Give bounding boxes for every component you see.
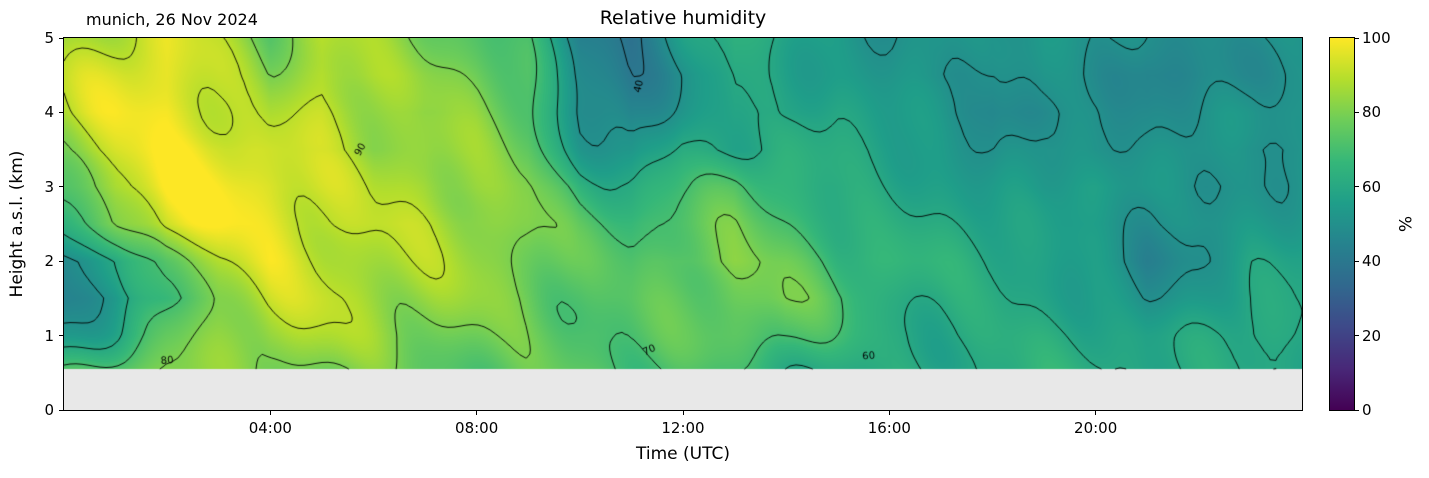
x-tick-label: 20:00 bbox=[1074, 419, 1118, 437]
colorbar-tick-label: 100 bbox=[1362, 29, 1391, 47]
x-tick-label: 08:00 bbox=[455, 419, 499, 437]
x-tick-label: 16:00 bbox=[867, 419, 911, 437]
colorbar-tick-label: 40 bbox=[1362, 252, 1382, 271]
x-tick-label: 04:00 bbox=[248, 419, 292, 437]
colorbar-tick-mark bbox=[1355, 260, 1359, 262]
x-tick-mark bbox=[1095, 411, 1097, 415]
x-tick-label: 12:00 bbox=[661, 419, 705, 437]
y-axis-label: Height a.s.l. (km) bbox=[7, 150, 27, 298]
colorbar-tick-mark bbox=[1355, 37, 1359, 39]
colorbar-tick-label: 0 bbox=[1362, 401, 1372, 419]
x-tick-mark bbox=[888, 411, 890, 415]
station-date-annotation: munich, 26 Nov 2024 bbox=[86, 10, 258, 29]
contour-plot-canvas bbox=[64, 38, 1302, 410]
x-tick-mark bbox=[682, 411, 684, 415]
colorbar-tick-label: 20 bbox=[1362, 326, 1382, 345]
colorbar-label: % bbox=[1394, 215, 1414, 233]
colorbar-tick-mark bbox=[1355, 335, 1359, 337]
colorbar-tick-label: 80 bbox=[1362, 103, 1382, 122]
chart-title: Relative humidity bbox=[599, 7, 767, 29]
colorbar-tick-mark bbox=[1355, 186, 1359, 188]
y-tick-label: 4 bbox=[44, 103, 54, 122]
x-tick-mark bbox=[269, 411, 271, 415]
x-tick-mark bbox=[476, 411, 478, 415]
y-tick-label: 5 bbox=[44, 29, 54, 47]
y-tick-label: 0 bbox=[44, 401, 54, 419]
colorbar-tick-mark bbox=[1355, 111, 1359, 113]
plot-area bbox=[63, 37, 1303, 411]
colorbar-tick-mark bbox=[1355, 409, 1359, 411]
y-tick-label: 1 bbox=[44, 326, 54, 345]
colorbar bbox=[1329, 37, 1355, 411]
colorbar-tick-label: 60 bbox=[1362, 177, 1382, 196]
x-axis-label: Time (UTC) bbox=[636, 444, 730, 464]
